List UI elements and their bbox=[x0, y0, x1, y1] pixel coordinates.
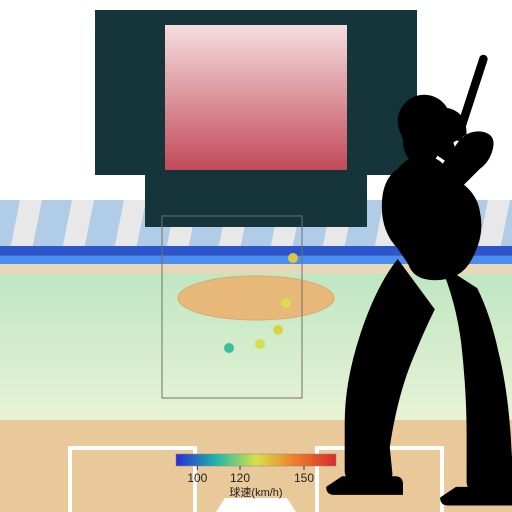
pitch-location-chart: 100 120 150 球速(km/h) bbox=[0, 0, 512, 512]
pitch-marker bbox=[288, 253, 298, 263]
legend-label: 球速(km/h) bbox=[229, 485, 282, 499]
legend-tick-label: 150 bbox=[294, 471, 314, 485]
pitch-marker bbox=[273, 325, 283, 335]
legend-tick-label: 100 bbox=[187, 471, 207, 485]
field bbox=[0, 264, 512, 512]
pitch-marker bbox=[224, 343, 234, 353]
pitch-marker bbox=[281, 298, 291, 308]
pitch-marker bbox=[255, 339, 265, 349]
legend-tick-label: 120 bbox=[230, 471, 250, 485]
pitchers-mound bbox=[178, 276, 334, 320]
